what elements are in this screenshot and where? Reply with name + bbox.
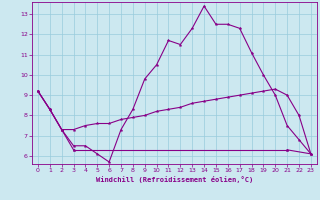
X-axis label: Windchill (Refroidissement éolien,°C): Windchill (Refroidissement éolien,°C) (96, 176, 253, 183)
